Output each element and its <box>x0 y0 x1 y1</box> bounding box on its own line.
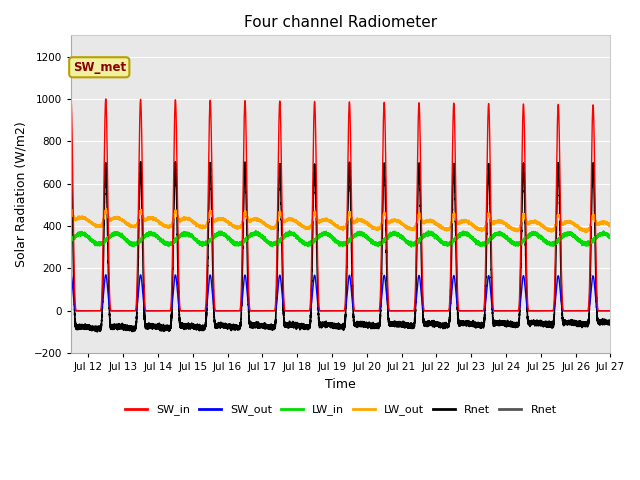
SW_out <box>115 308 123 314</box>
LW_in <box>524 232 532 238</box>
Rnet <box>115 324 123 330</box>
SW_out <box>524 307 532 312</box>
SW_in <box>253 308 260 314</box>
LW_out <box>484 211 492 217</box>
Line: SW_in: SW_in <box>71 98 611 311</box>
SW_out <box>561 308 568 314</box>
Rnet <box>484 164 492 169</box>
SW_in <box>524 301 532 307</box>
LW_in <box>408 244 415 250</box>
SW_in <box>67 96 75 101</box>
LW_out <box>582 230 589 236</box>
Rnet <box>67 161 75 167</box>
Line: SW_out: SW_out <box>71 275 611 311</box>
SW_in <box>561 308 568 314</box>
LW_in <box>216 232 223 238</box>
Y-axis label: Solar Radiation (W/m2): Solar Radiation (W/m2) <box>15 121 28 267</box>
LW_out <box>216 216 223 222</box>
LW_out <box>607 222 614 228</box>
SW_out <box>607 308 614 314</box>
SW_out <box>73 308 81 314</box>
Title: Four channel Radiometer: Four channel Radiometer <box>244 15 437 30</box>
LW_in <box>253 231 260 237</box>
SW_out <box>216 308 223 314</box>
LW_out <box>253 217 260 223</box>
LW_out <box>67 207 75 213</box>
LW_in <box>561 231 568 237</box>
SW_out <box>67 272 75 277</box>
Rnet <box>561 319 568 324</box>
Legend: SW_in, SW_out, LW_in, LW_out, Rnet, Rnet: SW_in, SW_out, LW_in, LW_out, Rnet, Rnet <box>120 400 561 420</box>
Text: SW_met: SW_met <box>73 61 126 74</box>
LW_out <box>102 206 110 212</box>
Rnet <box>137 159 145 165</box>
LW_in <box>115 231 123 237</box>
Line: LW_out: LW_out <box>71 209 611 233</box>
LW_out <box>524 221 532 227</box>
SW_in <box>607 308 614 314</box>
LW_out <box>115 216 123 221</box>
SW_in <box>216 308 223 314</box>
X-axis label: Time: Time <box>325 378 356 391</box>
SW_in <box>484 103 492 109</box>
Rnet <box>93 329 101 335</box>
LW_in <box>484 237 492 243</box>
LW_in <box>252 228 260 233</box>
SW_in <box>115 308 123 314</box>
SW_out <box>484 273 492 279</box>
Rnet <box>524 314 532 320</box>
Line: LW_in: LW_in <box>71 230 611 247</box>
Rnet <box>253 322 260 327</box>
SW_out <box>253 308 260 314</box>
LW_in <box>607 235 614 240</box>
Line: Rnet: Rnet <box>71 162 611 332</box>
SW_in <box>73 308 81 314</box>
Rnet <box>216 322 223 328</box>
LW_out <box>561 220 568 226</box>
LW_in <box>67 236 75 242</box>
Rnet <box>607 321 614 327</box>
